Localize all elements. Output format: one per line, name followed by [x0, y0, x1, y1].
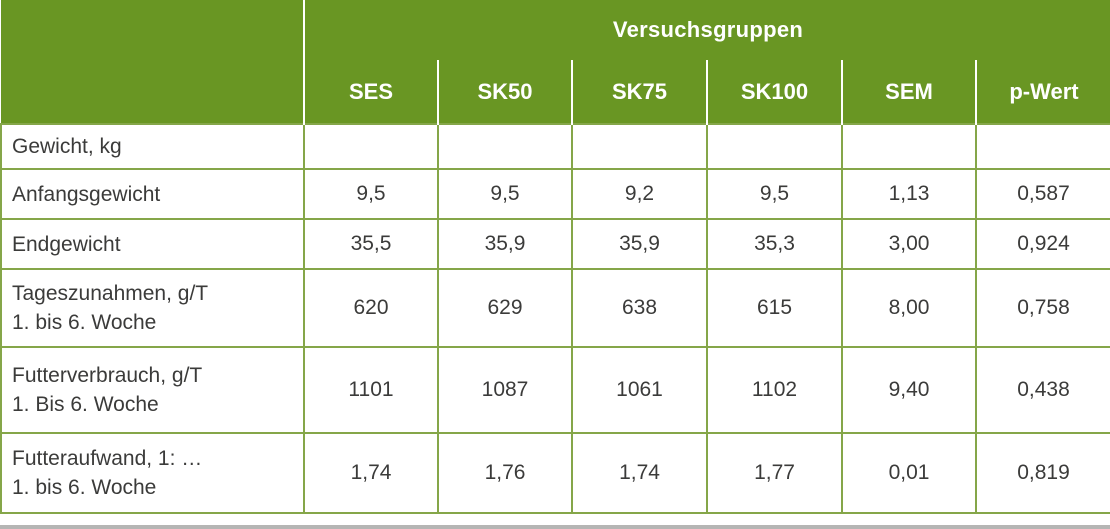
table-row: Anfangsgewicht 9,5 9,5 9,2 9,5 1,13 0,58…	[0, 168, 1110, 220]
cell-value: 1061	[571, 346, 708, 434]
results-table: Versuchsgruppen SES SK50 SK75 SK100 SEM …	[0, 0, 1110, 514]
column-header-sk100: SK100	[706, 60, 842, 124]
cell-value: 35,9	[437, 218, 573, 270]
cell-value: 615	[706, 268, 843, 348]
group-header-row: Versuchsgruppen	[1, 0, 1110, 124]
corner-cell	[1, 0, 305, 124]
cell-value: 1101	[303, 346, 439, 434]
column-header-ses: SES	[304, 60, 438, 124]
cell-value: 9,2	[571, 168, 708, 220]
cell-value: 1,77	[706, 432, 843, 514]
cell-value: 1,74	[303, 432, 439, 514]
cell-value: 35,3	[706, 218, 843, 270]
row-label: Anfangsgewicht	[0, 168, 305, 220]
row-label: Gewicht, kg	[0, 123, 305, 170]
row-label: Futteraufwand, 1: … 1. bis 6. Woche	[0, 432, 305, 514]
cell-value: 35,9	[571, 218, 708, 270]
cell-value	[303, 123, 439, 170]
table-row: Endgewicht 35,5 35,9 35,9 35,3 3,00 0,92…	[0, 218, 1110, 270]
cell-value: 0,924	[975, 218, 1110, 270]
cell-value: 1,13	[841, 168, 977, 220]
table-row: Futteraufwand, 1: … 1. bis 6. Woche 1,74 …	[0, 432, 1110, 514]
cell-value: 3,00	[841, 218, 977, 270]
row-label: Futterverbrauch, g/T 1. Bis 6. Woche	[0, 346, 305, 434]
column-header-sem: SEM	[841, 60, 976, 124]
cell-value	[975, 123, 1110, 170]
cell-value: 9,5	[437, 168, 573, 220]
cell-value: 9,5	[706, 168, 843, 220]
cell-value	[841, 123, 977, 170]
cell-value: 8,00	[841, 268, 977, 348]
column-header-sk50: SK50	[437, 60, 572, 124]
cell-value: 0,438	[975, 346, 1110, 434]
group-header: Versuchsgruppen	[304, 0, 1110, 60]
cell-value: 1,74	[571, 432, 708, 514]
cell-value: 1,76	[437, 432, 573, 514]
cell-value: 1102	[706, 346, 843, 434]
bottom-divider	[0, 525, 1110, 529]
cell-value	[706, 123, 843, 170]
cell-value: 9,5	[303, 168, 439, 220]
cell-value: 0,01	[841, 432, 977, 514]
cell-value: 620	[303, 268, 439, 348]
column-header-row: SES SK50 SK75 SK100 SEM p-Wert	[1, 60, 1110, 124]
column-header-p-wert: p-Wert	[975, 60, 1110, 124]
table-row: Tageszunahmen, g/T 1. bis 6. Woche 620 62…	[0, 268, 1110, 348]
cell-value: 35,5	[303, 218, 439, 270]
row-label: Endgewicht	[0, 218, 305, 270]
cell-value: 638	[571, 268, 708, 348]
cell-value: 0,758	[975, 268, 1110, 348]
table-row: Futterverbrauch, g/T 1. Bis 6. Woche 1101…	[0, 346, 1110, 434]
cell-value: 0,587	[975, 168, 1110, 220]
column-header-sk75: SK75	[571, 60, 707, 124]
row-label: Tageszunahmen, g/T 1. bis 6. Woche	[0, 268, 305, 348]
cell-value: 9,40	[841, 346, 977, 434]
cell-value	[437, 123, 573, 170]
cell-value: 1087	[437, 346, 573, 434]
cell-value: 629	[437, 268, 573, 348]
cell-value: 0,819	[975, 432, 1110, 514]
cell-value	[571, 123, 708, 170]
table-row: Gewicht, kg	[0, 123, 1110, 170]
